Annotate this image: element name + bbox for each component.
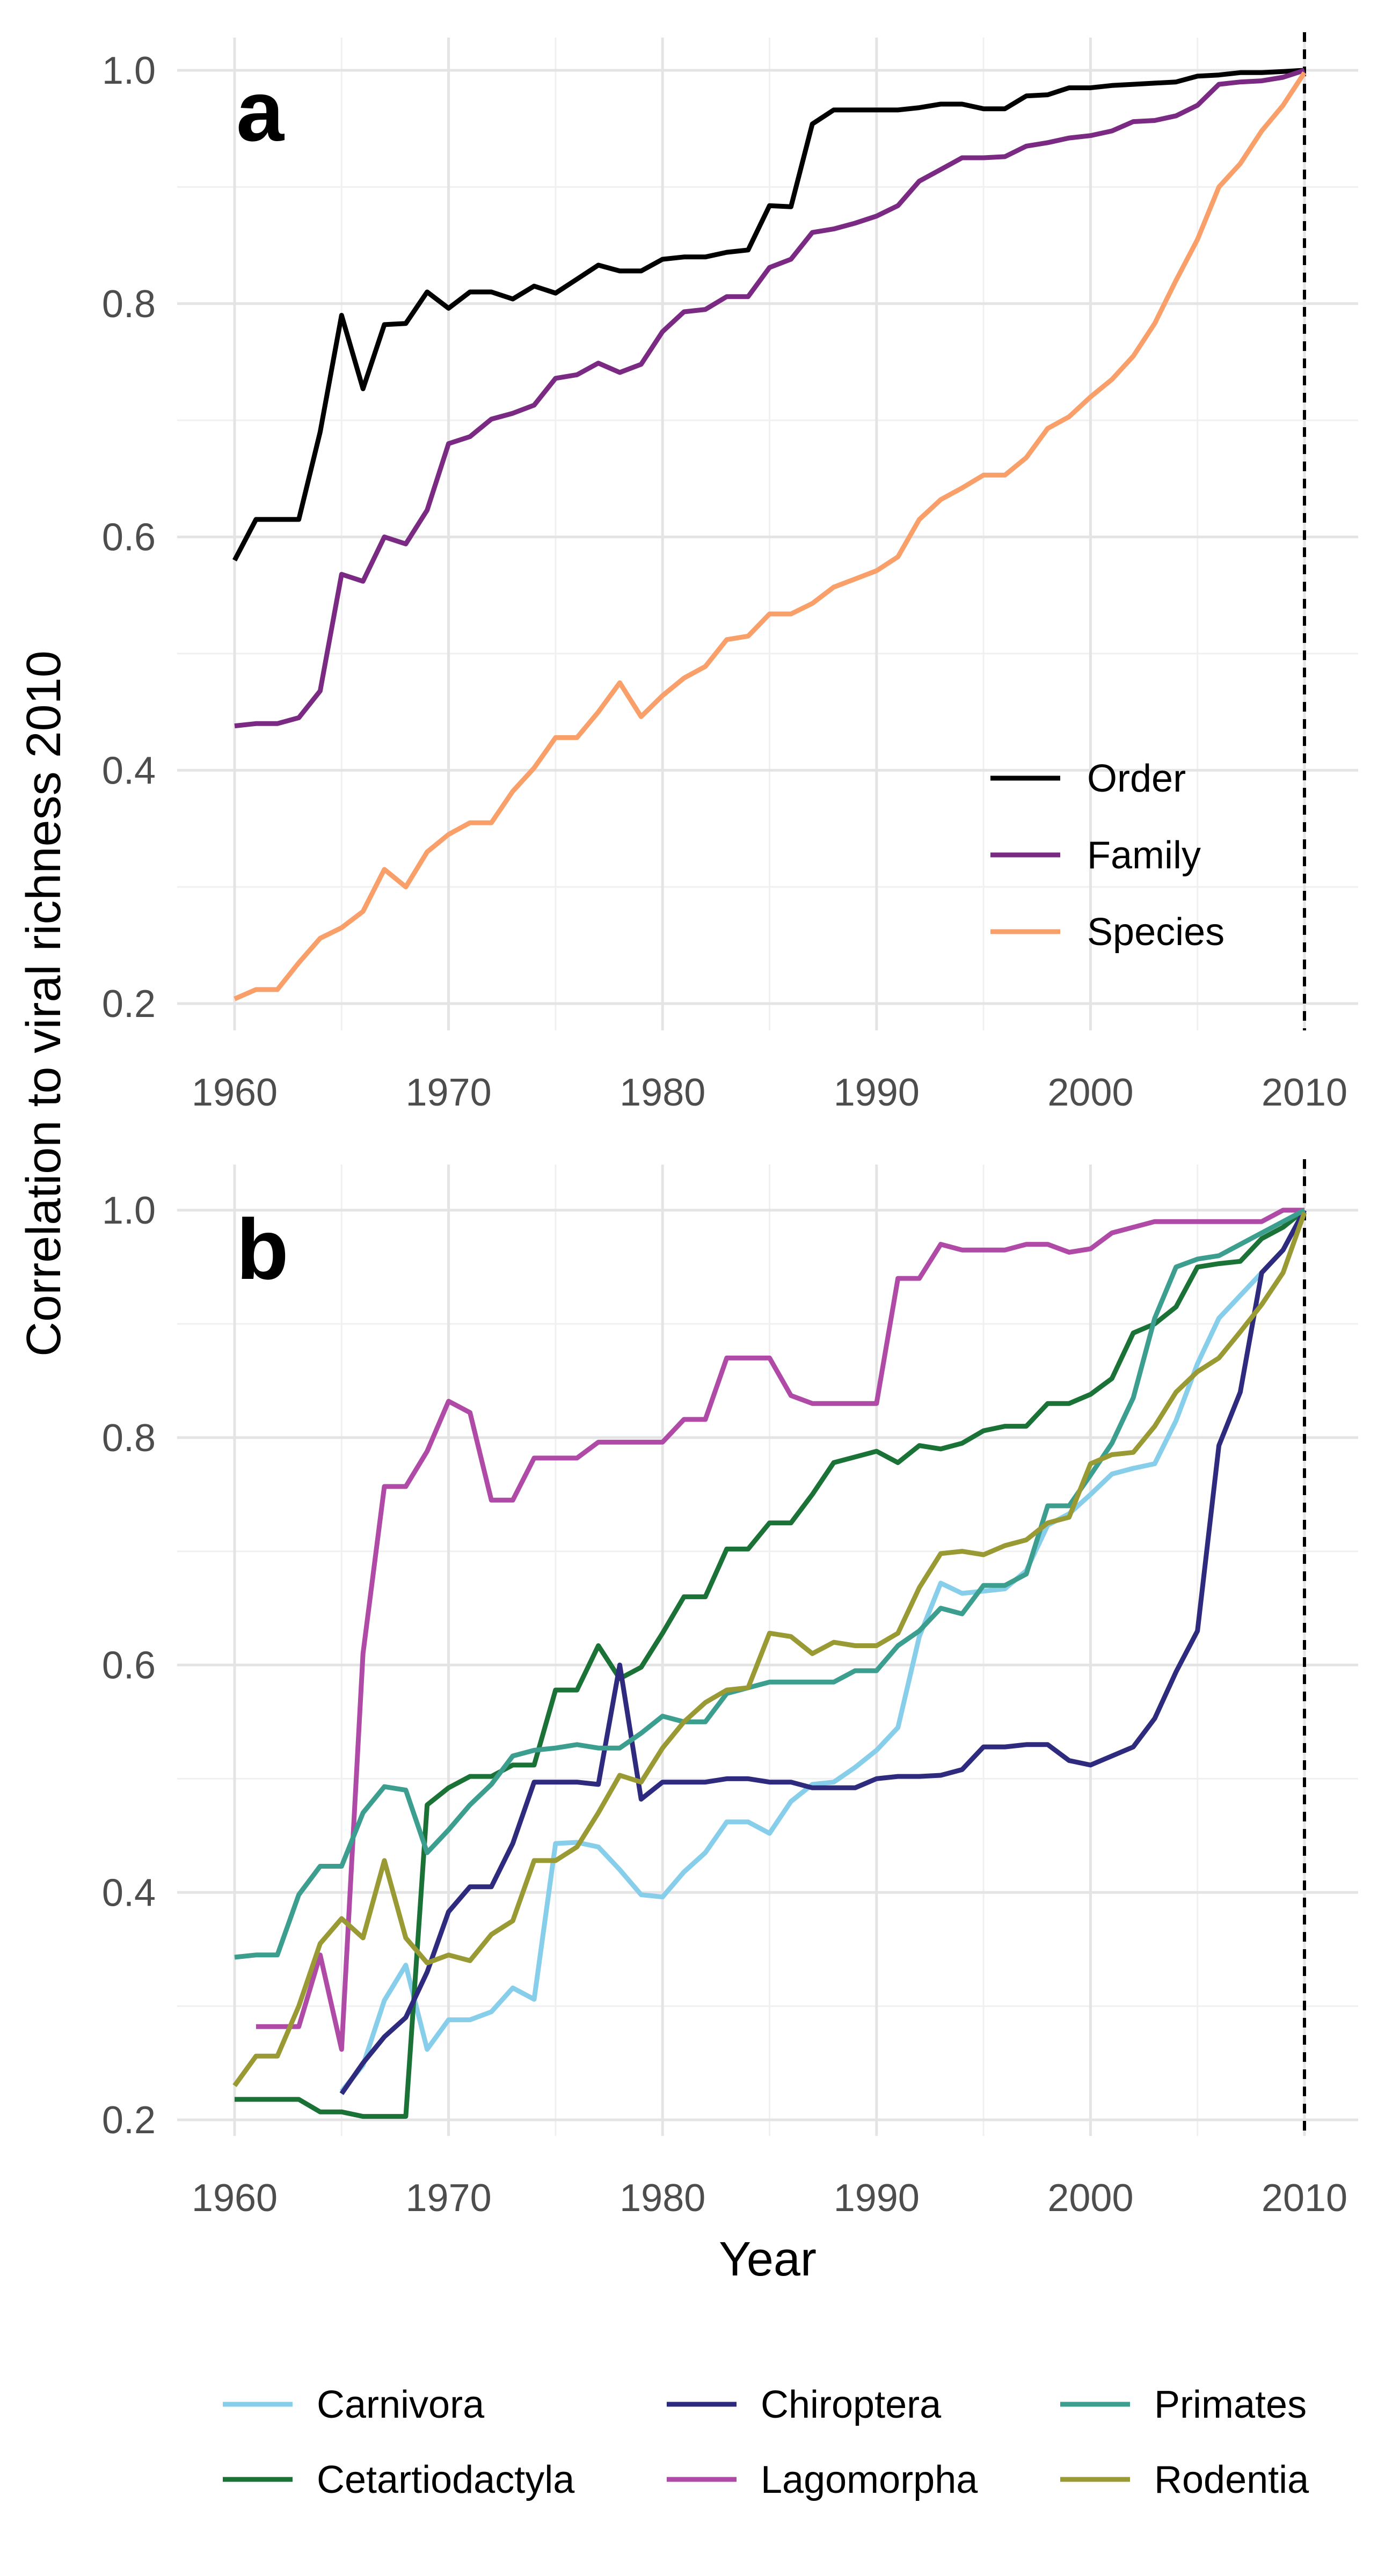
legend-label-rodentia: Rodentia (1154, 2458, 1309, 2501)
panel-b-legend: Carnivora Cetartiodactyla Chiroptera Lagomo… (223, 2383, 1309, 2501)
y-tick-label: 1.0 (102, 1189, 156, 1232)
x-tick-label: 1970 (406, 1071, 492, 1114)
y-axis-label: Correlation to viral richness 2010 (17, 650, 71, 1357)
series-line-carnivora (339, 1209, 1307, 2093)
x-tick-label: 1980 (619, 2177, 705, 2220)
panel-a-series-lines (232, 68, 1307, 1001)
legend-label-order: Order (1087, 757, 1186, 800)
x-tick-label: 1960 (192, 2177, 278, 2220)
series-line-order (232, 68, 1305, 562)
x-tick-label: 1960 (192, 1071, 278, 1114)
x-tick-label: 2010 (1262, 2177, 1347, 2220)
series-line-primates (234, 1208, 1306, 1960)
x-tick-label: 2000 (1047, 2177, 1133, 2220)
x-tick-label: 1970 (406, 2177, 492, 2220)
y-tick-label: 0.2 (102, 983, 156, 1026)
x-tick-label: 2010 (1262, 1071, 1347, 1114)
panel-a: 0.2 0.4 0.6 0.8 1.0 1960 1970 1980 1990 2000 2010… (102, 32, 1358, 1114)
panel-b-series-lines (232, 1208, 1307, 2119)
y-tick-label: 0.2 (102, 2099, 156, 2142)
y-tick-label: 0.8 (102, 283, 156, 326)
series-line-chiroptera (339, 1209, 1307, 2095)
legend-label-carnivora: Carnivora (317, 2383, 485, 2426)
legend-label-lagomorpha: Lagomorpha (761, 2458, 978, 2501)
x-tick-label: 1990 (834, 2177, 920, 2220)
legend-label-primates: Primates (1154, 2383, 1307, 2426)
panel-a-minor-grid (177, 38, 1358, 1030)
panel-b: 0.2 0.4 0.6 0.8 1.0 1960 1970 1980 1990 2000 2010… (102, 1159, 1358, 2220)
series-line-family (234, 68, 1306, 729)
x-tick-label: 1990 (834, 1071, 920, 1114)
y-tick-label: 0.4 (102, 749, 156, 792)
panel-b-major-grid (177, 1165, 1358, 2136)
y-tick-label: 0.4 (102, 1871, 156, 1914)
x-axis-label: Year (719, 2233, 817, 2286)
series-line-lagomorpha (256, 1208, 1304, 2052)
legend-label-family: Family (1087, 834, 1201, 877)
legend-label-chiroptera: Chiroptera (761, 2383, 942, 2426)
x-tick-label: 2000 (1047, 1071, 1133, 1114)
y-tick-label: 0.6 (102, 516, 156, 559)
panel-a-x-tick-labels: 1960 1970 1980 1990 2000 2010 (192, 1071, 1347, 1114)
panel-a-y-tick-labels: 0.2 0.4 0.6 0.8 1.0 (102, 49, 156, 1026)
series-line-rodentia (232, 1211, 1307, 2088)
y-tick-label: 0.8 (102, 1417, 156, 1460)
panel-b-letter: b (236, 1201, 289, 1297)
panel-b-y-tick-labels: 0.2 0.4 0.6 0.8 1.0 (102, 1189, 156, 2142)
legend-label-cetartiodactyla: Cetartiodactyla (317, 2458, 575, 2501)
legend-label-species: Species (1087, 911, 1224, 954)
y-tick-label: 0.6 (102, 1644, 156, 1687)
panel-b-x-tick-labels: 1960 1970 1980 1990 2000 2010 (192, 2177, 1347, 2220)
panel-a-letter: a (236, 63, 285, 159)
series-line-cetartiodactyla (235, 1208, 1306, 2119)
x-tick-label: 1980 (619, 1071, 705, 1114)
panel-a-legend: Order Family Species (990, 757, 1224, 954)
series-line-species (234, 71, 1307, 1001)
y-tick-label: 1.0 (102, 49, 156, 92)
